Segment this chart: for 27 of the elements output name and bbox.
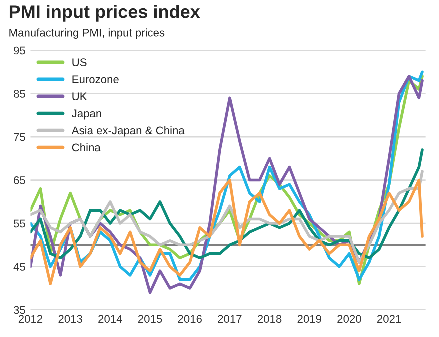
y-tick-label: 85 [14, 90, 26, 98]
chart-subtitle: Manufacturing PMI, input prices [10, 28, 165, 40]
x-tick-label: 2014 [98, 315, 122, 324]
legend-label: Eurozone [72, 76, 119, 84]
x-tick-label: 2020 [338, 315, 362, 324]
x-tick-label: 2016 [178, 315, 202, 324]
y-tick-label: 65 [14, 176, 26, 184]
legend-label: US [72, 58, 87, 66]
y-tick-label: 75 [14, 133, 26, 142]
y-tick-label: 45 [14, 263, 26, 271]
y-tick-label: 55 [14, 220, 26, 228]
y-tick-label: 95 [14, 46, 26, 55]
legend-label: China [72, 143, 101, 152]
line-series [30, 170, 424, 264]
legend-label: UK [72, 92, 88, 101]
legend-label: Asia ex-Japan & China [72, 126, 185, 137]
x-tick-label: 2017 [218, 315, 242, 324]
y-tick-label: 35 [14, 306, 26, 314]
line-series [30, 178, 424, 286]
x-tick-label: 2019 [298, 315, 322, 324]
legend-label: Japan [72, 110, 102, 120]
chart-title: PMI input prices index [10, 5, 200, 22]
x-tick-label: 2015 [138, 315, 162, 324]
x-tick-label: 2021 [378, 315, 402, 324]
x-tick-label: 2012 [18, 315, 43, 324]
x-tick-label: 2013 [58, 315, 82, 324]
x-tick-label: 2018 [258, 315, 282, 324]
